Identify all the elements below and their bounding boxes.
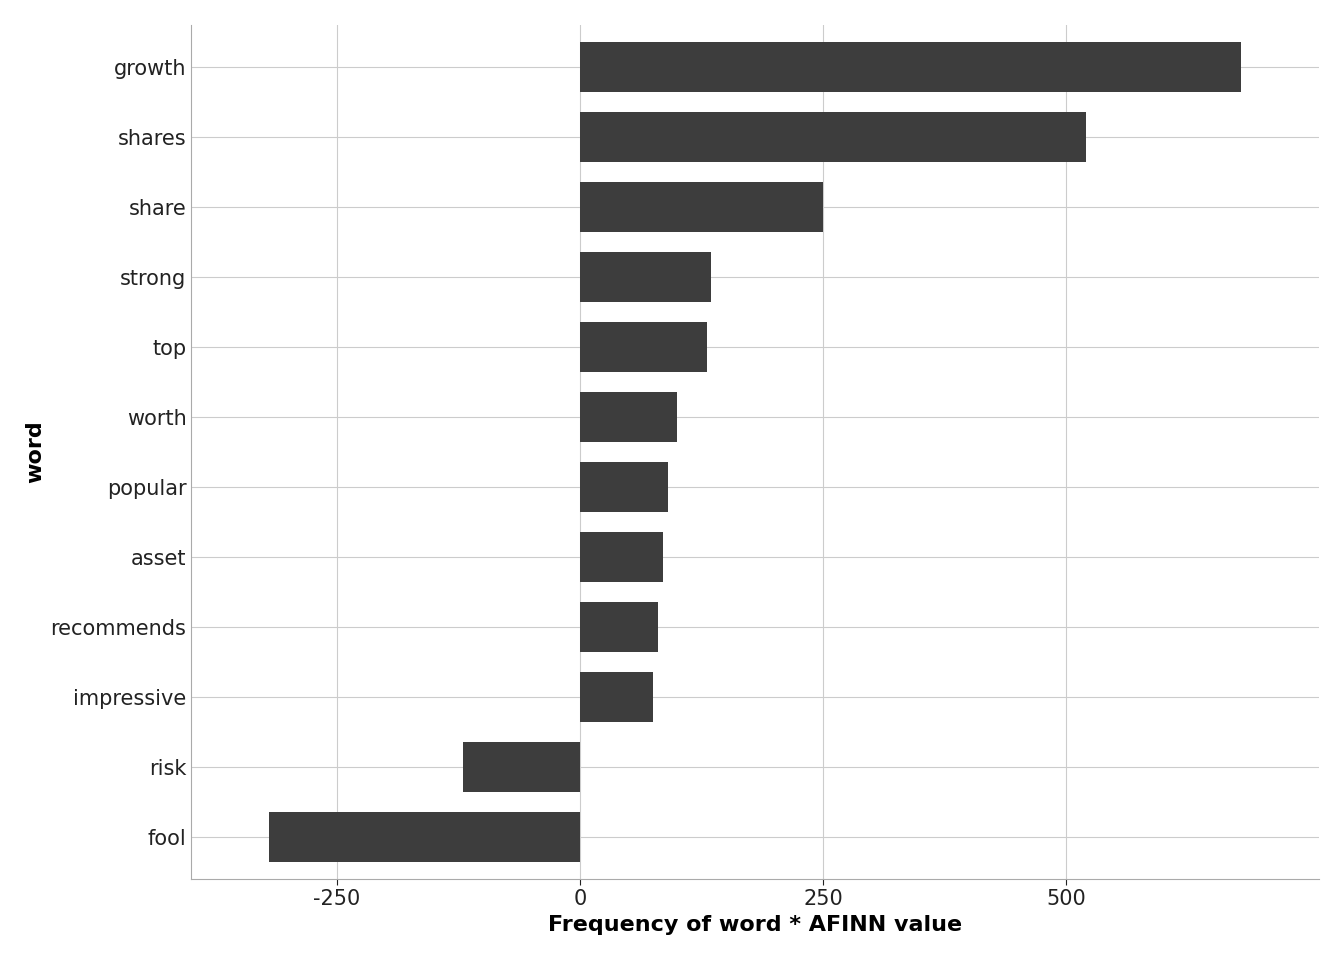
Bar (581, 532, 663, 582)
Bar (581, 602, 659, 652)
Bar (581, 181, 823, 232)
Bar (581, 111, 1086, 162)
Bar (581, 672, 653, 722)
Bar (581, 42, 1242, 92)
Bar (581, 392, 677, 443)
X-axis label: Frequency of word * AFINN value: Frequency of word * AFINN value (548, 915, 962, 935)
Bar (581, 252, 711, 302)
Bar (581, 322, 707, 372)
Bar (464, 742, 581, 792)
Bar (269, 812, 581, 862)
Y-axis label: word: word (26, 420, 44, 484)
Bar (581, 462, 668, 513)
